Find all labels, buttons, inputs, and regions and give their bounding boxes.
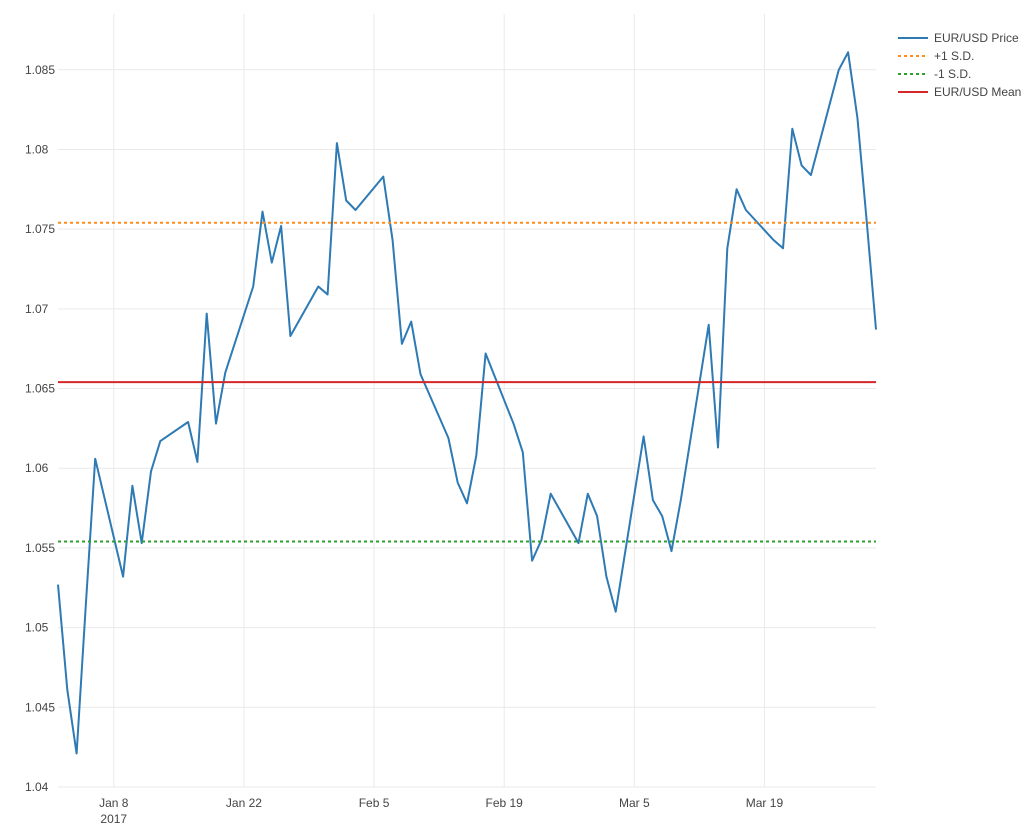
data-point [138,539,146,547]
data-point [863,217,871,225]
data-point [398,340,406,348]
data-point [705,321,713,329]
data-point [528,557,536,565]
legend-item[interactable]: EUR/USD Price [898,31,1019,45]
data-point [779,244,787,252]
data-point [184,418,192,426]
data-point [472,452,480,460]
x-tick-label: Jan 8 [99,796,129,810]
x-tick-label: Jan 22 [226,796,262,810]
y-tick-label: 1.055 [25,541,55,555]
data-point [212,420,220,428]
data-point [444,434,452,442]
x-tick-label: Mar 19 [746,796,784,810]
data-point [324,291,332,299]
data-point [798,161,806,169]
data-point [389,236,397,244]
series-layer [54,48,880,758]
data-point [584,490,592,498]
data-point [649,496,657,504]
legend-label: EUR/USD Mean [934,85,1021,99]
data-point [677,496,685,504]
x-tick-label: Feb 5 [359,796,390,810]
data-point [259,208,267,216]
y-tick-label: 1.08 [25,142,49,156]
data-point [286,332,294,340]
y-tick-label: 1.045 [25,700,55,714]
data-point [537,536,545,544]
x-tick-label: Mar 5 [619,796,650,810]
data-point [352,206,360,214]
data-point [575,539,583,547]
data-point [593,512,601,520]
y-tick-label: 1.07 [25,302,49,316]
data-point [314,283,322,291]
legend[interactable]: EUR/USD Price +1 S.D. -1 S.D. EUR/USD Mean [898,31,1021,99]
legend-item[interactable]: EUR/USD Mean [898,85,1021,99]
data-point [807,171,815,179]
x-tick-label: Feb 19 [486,796,524,810]
data-point [714,444,722,452]
data-point [612,608,620,616]
data-point [147,467,155,475]
data-point [658,512,666,520]
y-tick-label: 1.05 [25,621,49,635]
data-point [844,48,852,56]
data-point [482,350,490,358]
data-point [407,318,415,326]
data-point [91,455,99,463]
data-point [193,458,201,466]
data-point [54,581,62,589]
data-point [63,686,71,694]
series-line-eurusd-price [57,51,877,755]
data-point [668,547,676,555]
data-point [547,490,555,498]
x-tick-sublabel: 2017 [100,812,127,826]
y-tick-label: 1.065 [25,382,55,396]
data-point [640,432,648,440]
y-tick-label: 1.06 [25,461,49,475]
data-point [203,310,211,318]
legend-item[interactable]: -1 S.D. [898,67,971,81]
data-point [454,479,462,487]
y-tick-label: 1.085 [25,63,55,77]
data-point [156,437,164,445]
data-point [128,482,136,490]
data-point [417,370,425,378]
data-point [770,236,778,244]
data-point [519,448,527,456]
data-point [73,750,81,758]
legend-label: +1 S.D. [934,49,974,63]
y-tick-label: 1.075 [25,222,55,236]
data-point [342,197,350,205]
grid-layer [58,14,876,788]
data-point [221,369,229,377]
data-point [82,600,90,608]
data-point [853,114,861,122]
legend-label: -1 S.D. [934,67,971,81]
data-point [835,66,843,74]
data-point [333,139,341,147]
data-point [249,283,257,291]
data-point [379,173,387,181]
tick-layer: 1.04 1.045 1.05 1.055 1.06 1.065 1.07 1.075 1.08… [25,63,783,826]
data-point [788,125,796,133]
data-point [463,499,471,507]
data-point [723,244,731,252]
data-point [602,573,610,581]
data-point [268,259,276,267]
data-point [510,420,518,428]
y-tick-label: 1.04 [25,780,49,794]
legend-label: EUR/USD Price [934,31,1019,45]
data-point [733,185,741,193]
data-point [742,206,750,214]
legend-item[interactable]: +1 S.D. [898,49,974,63]
data-point [872,326,880,334]
data-point [119,573,127,581]
